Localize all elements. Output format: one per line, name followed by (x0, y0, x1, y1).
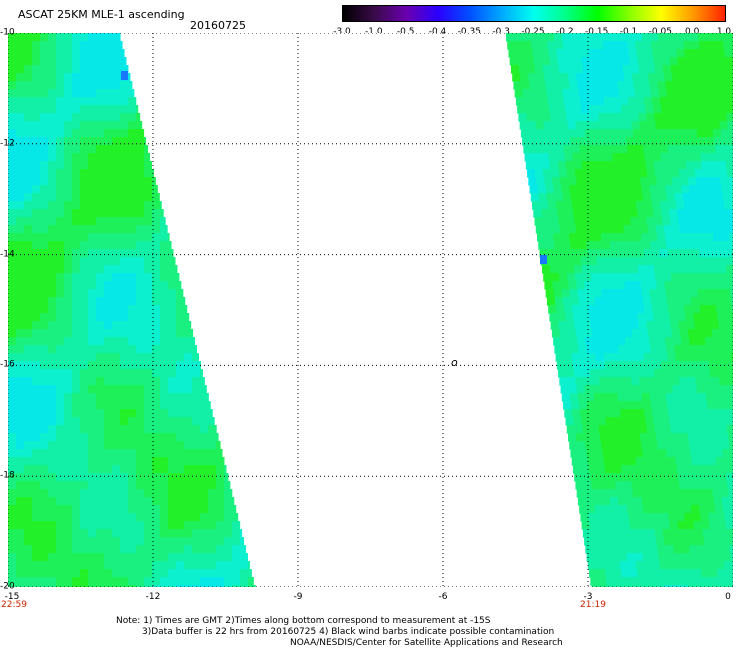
color-scale-label: -0.25 (521, 27, 545, 37)
left-swath-time: 22:59 (1, 600, 27, 610)
color-scale-label: -0.15 (585, 27, 609, 37)
note-line-1: Note: 1) Times are GMT 2)Times along bot… (116, 616, 491, 626)
right-swath-time: 21:19 (580, 600, 606, 610)
color-scale-label: -0.5 (396, 27, 415, 37)
longitude-label: -6 (438, 592, 448, 602)
note-line-2: 3)Data buffer is 22 hrs from 20160725 4)… (142, 627, 555, 637)
latitude-label: -16 (0, 359, 15, 370)
longitude-label: -3 (583, 592, 593, 602)
longitude-label: 0 (725, 592, 731, 602)
color-scale-label: -0.35 (457, 27, 481, 37)
color-scale-label: -0.05 (648, 27, 672, 37)
color-scale-label: -0.1 (619, 27, 638, 37)
scatterometer-map: o (8, 33, 733, 587)
latitude-label: -20 (0, 581, 15, 592)
color-scale-label: -1.0 (365, 27, 383, 37)
map-date: 20160725 (190, 19, 246, 32)
center-marker: o (451, 356, 458, 369)
longitude-label: -12 (145, 592, 161, 602)
color-scale-bar (342, 5, 726, 22)
color-scale-label: 0.0 (684, 27, 700, 37)
note-line-3: NOAA/NESDIS/Center for Satellite Applica… (290, 638, 563, 648)
latitude-label: -14 (0, 249, 15, 260)
latitude-label: -12 (0, 138, 15, 149)
longitude-label: -15 (4, 592, 20, 602)
color-scale-label: -0.3 (492, 27, 510, 37)
color-scale-label: -3.0 (333, 27, 351, 37)
longitude-label: -9 (293, 592, 303, 602)
latitude-label: -18 (0, 470, 15, 481)
color-scale-label: 1.0 (716, 27, 732, 37)
color-scale-label: -0.2 (556, 27, 574, 37)
color-scale-label: -0.4 (428, 27, 447, 37)
map-title: ASCAT 25KM MLE-1 ascending (18, 8, 185, 21)
latitude-label: -10 (0, 27, 15, 38)
